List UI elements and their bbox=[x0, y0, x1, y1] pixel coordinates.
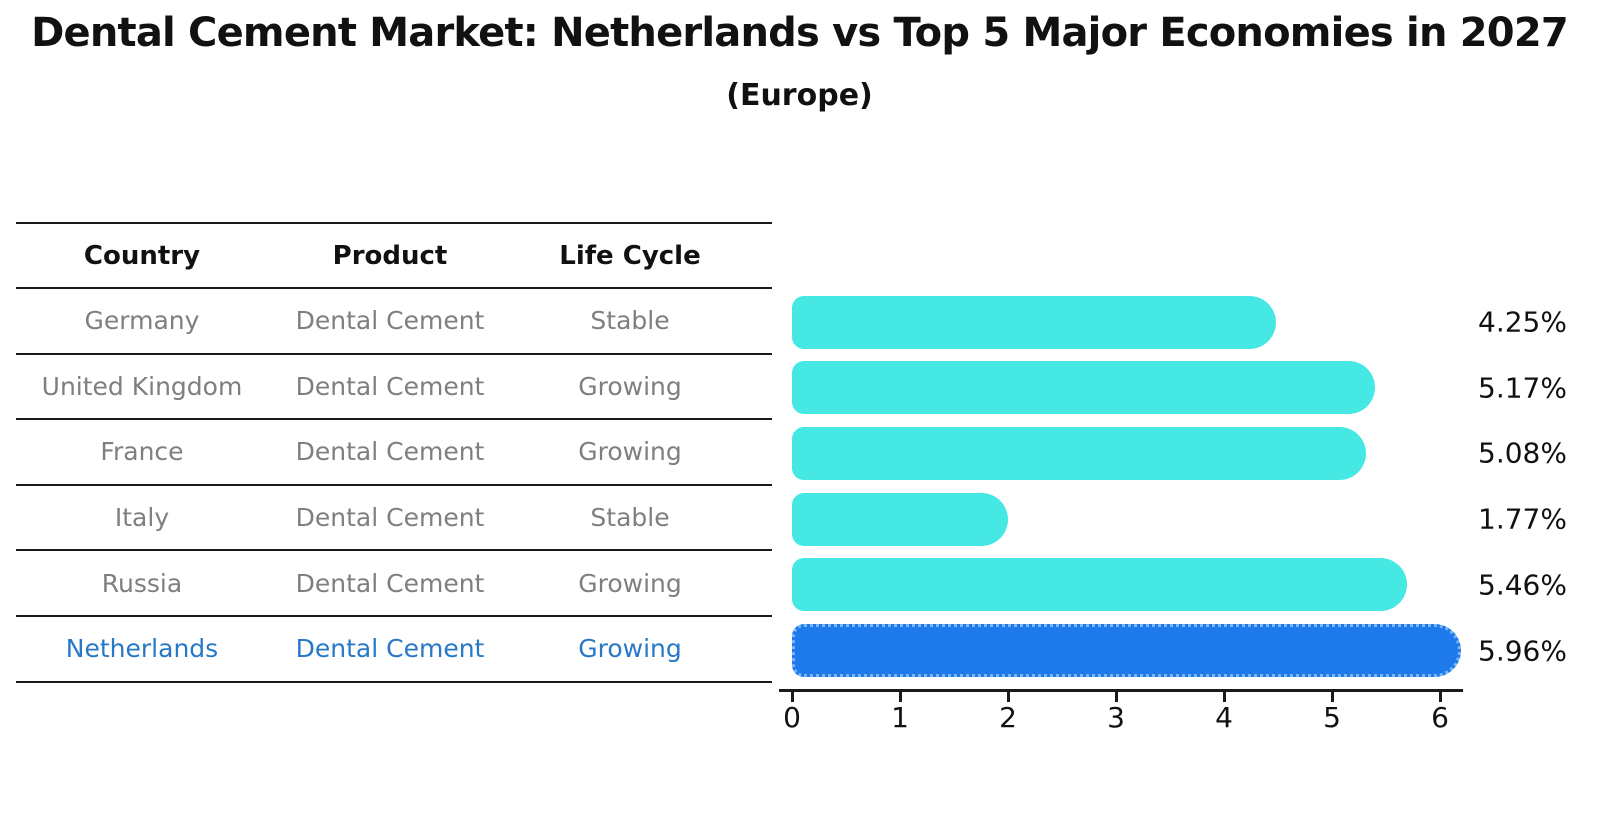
table-cell-life-cycle: Growing bbox=[578, 634, 682, 664]
value-label: 5.08% bbox=[1478, 436, 1567, 470]
column-header-country: Country bbox=[83, 240, 201, 271]
x-tick-mark bbox=[791, 692, 794, 702]
chart-title: Dental Cement Market: Netherlands vs Top… bbox=[31, 10, 1569, 56]
x-tick-label: 2 bbox=[999, 701, 1017, 734]
table-cell-life-cycle: Growing bbox=[578, 371, 682, 401]
table-cell-country: Russia bbox=[101, 568, 183, 598]
x-tick-mark bbox=[899, 692, 902, 702]
table-cell-country: Netherlands bbox=[65, 634, 219, 664]
value-label: 4.25% bbox=[1478, 305, 1567, 339]
x-axis-line bbox=[779, 689, 1463, 692]
table-cell-product: Dental Cement bbox=[295, 437, 485, 467]
x-tick-mark bbox=[1007, 692, 1010, 702]
x-tick-label: 3 bbox=[1107, 701, 1125, 734]
bar-france bbox=[792, 426, 1366, 480]
value-label: 5.96% bbox=[1478, 634, 1567, 667]
bar-italy bbox=[792, 492, 1009, 546]
table-row: Netherlands Dental Cement Growing bbox=[16, 617, 772, 683]
bar-netherlands bbox=[792, 624, 1461, 677]
table-cell-product: Dental Cement bbox=[295, 371, 485, 401]
column-header-life-cycle: Life Cycle bbox=[559, 240, 701, 271]
x-tick-label: 4 bbox=[1215, 701, 1233, 734]
x-tick-mark bbox=[1331, 692, 1334, 702]
x-tick-mark bbox=[1223, 692, 1226, 702]
value-label: 5.17% bbox=[1478, 371, 1567, 405]
x-tick-mark bbox=[1115, 692, 1118, 702]
table-cell-life-cycle: Growing bbox=[578, 437, 682, 467]
bar-germany bbox=[792, 295, 1276, 349]
table-row: Italy Dental Cement Stable bbox=[16, 486, 772, 552]
table-header-row: Country Product Life Cycle bbox=[16, 222, 772, 289]
table-cell-country: France bbox=[100, 437, 184, 467]
table-cell-product: Dental Cement bbox=[295, 634, 485, 664]
table-cell-life-cycle: Stable bbox=[590, 306, 670, 336]
table-cell-country: United Kingdom bbox=[41, 371, 243, 401]
table-cell-country: Germany bbox=[84, 306, 200, 336]
summary-table: Country Product Life Cycle Germany Dental… bbox=[16, 222, 772, 683]
x-tick-mark bbox=[1439, 692, 1442, 702]
x-tick-label: 1 bbox=[891, 701, 909, 734]
bar-russia bbox=[792, 558, 1407, 612]
x-tick-label: 0 bbox=[783, 701, 801, 734]
x-tick-label: 6 bbox=[1431, 701, 1449, 734]
column-header-product: Product bbox=[332, 240, 448, 271]
table-row: France Dental Cement Growing bbox=[16, 420, 772, 486]
table-cell-product: Dental Cement bbox=[295, 568, 485, 598]
bar-united-kingdom bbox=[792, 361, 1376, 415]
table-cell-life-cycle: Growing bbox=[578, 568, 682, 598]
value-label: 1.77% bbox=[1478, 502, 1567, 536]
x-tick-label: 5 bbox=[1323, 701, 1341, 734]
table-row: Russia Dental Cement Growing bbox=[16, 551, 772, 617]
table-row: United Kingdom Dental Cement Growing bbox=[16, 355, 772, 421]
table-body: Germany Dental Cement Stable United Kingdom… bbox=[16, 289, 772, 683]
chart-subtitle: (Europe) bbox=[726, 78, 873, 113]
table-cell-country: Italy bbox=[114, 503, 170, 533]
table-cell-life-cycle: Stable bbox=[590, 503, 670, 533]
value-label: 5.46% bbox=[1478, 568, 1567, 602]
table-cell-product: Dental Cement bbox=[295, 503, 485, 533]
table-cell-product: Dental Cement bbox=[295, 306, 485, 336]
table-row: Germany Dental Cement Stable bbox=[16, 289, 772, 355]
